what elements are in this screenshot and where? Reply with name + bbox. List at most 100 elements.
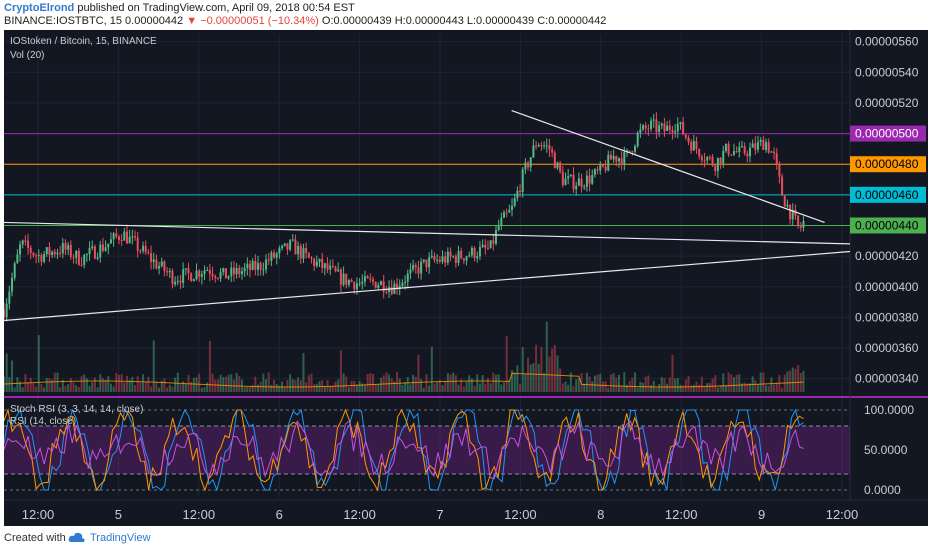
candle-body — [83, 254, 86, 265]
volume-bar — [642, 382, 645, 392]
candle-body — [246, 263, 249, 268]
candle-body — [532, 145, 535, 158]
volume-bar — [396, 372, 399, 392]
down-arrow-icon: ▼ — [186, 15, 198, 27]
oscillator-tick-label: 0.0000 — [864, 483, 901, 497]
candle-body — [650, 120, 653, 130]
chart-svg[interactable]: 0.00000560 0.00000540 0.00000520 0.00000500… — [4, 30, 928, 526]
volume-bar — [109, 383, 112, 392]
candle-body — [163, 261, 166, 272]
candle-body — [612, 155, 615, 160]
tradingview-brand[interactable]: TradingView — [90, 532, 151, 544]
volume-bar — [315, 383, 318, 392]
volume-bar — [380, 377, 383, 392]
volume-bar — [88, 385, 91, 392]
volume-bar — [56, 372, 59, 392]
volume-bar — [323, 386, 326, 392]
volume-bar — [519, 384, 522, 392]
volume-bar — [350, 380, 353, 392]
volume-bar — [436, 382, 439, 392]
candle-body — [307, 252, 310, 258]
candle-body — [428, 257, 431, 268]
volume-bar — [171, 386, 174, 392]
level-price-tag — [850, 156, 926, 173]
volume-bar — [144, 382, 147, 392]
volume-bar — [291, 379, 294, 392]
volume-bar — [43, 387, 46, 392]
candle-body — [339, 269, 342, 285]
candle-body — [109, 239, 112, 244]
volume-bar — [115, 373, 118, 392]
candle-body — [72, 257, 75, 259]
volume-bar — [401, 384, 404, 392]
candle-body — [53, 251, 56, 255]
volume-bar — [321, 379, 324, 392]
candle-body — [462, 258, 465, 261]
candle-body — [537, 145, 540, 147]
candle-body — [374, 281, 377, 289]
volume-bar — [168, 384, 171, 392]
candle-body — [251, 260, 254, 270]
candle-body — [289, 240, 292, 250]
candle-body — [291, 239, 294, 241]
candle-body — [371, 279, 374, 282]
volume-bar — [32, 383, 35, 392]
main-legend: IOStoken / Bitcoin, 15, BINANCE — [10, 36, 157, 47]
candle-body — [468, 255, 471, 257]
volume-bar — [412, 374, 415, 392]
candle-body — [265, 259, 268, 270]
candle-body — [527, 162, 530, 168]
volume-bar — [457, 384, 460, 392]
volume-bar — [527, 357, 530, 392]
volume-bar — [83, 374, 86, 392]
volume-bar — [492, 372, 495, 392]
volume-bar — [727, 372, 730, 392]
candle-body — [211, 273, 214, 277]
volume-bar — [735, 374, 738, 392]
author-name[interactable]: CryptoElrond — [4, 2, 75, 14]
candle-body — [216, 277, 219, 279]
volume-bar — [353, 381, 356, 392]
volume-bar — [235, 372, 238, 392]
candle-body — [617, 158, 620, 162]
volume-bar — [5, 353, 8, 392]
candle-body — [551, 149, 554, 153]
candle-body — [767, 142, 770, 153]
time-tick-label: 12:00 — [22, 507, 55, 522]
volume-bar — [200, 387, 203, 392]
candle-body — [11, 277, 14, 292]
candle-body — [567, 175, 570, 179]
chart-area[interactable]: 0.00000560 0.00000540 0.00000520 0.00000500… — [4, 30, 928, 526]
volume-bar — [158, 387, 161, 392]
candle-body — [516, 190, 519, 199]
volume-bar — [152, 340, 155, 392]
candle-body — [112, 233, 115, 240]
candle-body — [738, 146, 741, 153]
volume-bar — [500, 384, 503, 392]
volume-bar — [192, 377, 195, 392]
volume-bar — [607, 387, 610, 392]
candle-body — [257, 263, 260, 270]
price-tick-label: 0.00000520 — [855, 96, 919, 110]
volume-bar — [601, 381, 604, 392]
volume-bar — [540, 346, 543, 392]
volume-bar — [612, 373, 615, 392]
volume-bar — [139, 382, 142, 392]
volume-bar — [150, 386, 153, 392]
volume-bar — [781, 387, 784, 392]
price-tick-label: 0.00000560 — [855, 35, 919, 49]
volume-bar — [535, 344, 538, 392]
volume-bar — [609, 374, 612, 392]
volume-bar — [789, 370, 792, 392]
candle-body — [513, 198, 516, 206]
volume-bar — [61, 379, 64, 392]
candle-body — [184, 268, 187, 270]
volume-bar — [117, 374, 120, 392]
volume-bar — [422, 387, 425, 392]
volume-bar — [476, 374, 479, 392]
candle-body — [134, 236, 137, 238]
trend-line — [4, 221, 851, 245]
published-text: published on TradingView.com, April 09, … — [77, 2, 355, 14]
volume-bar — [762, 372, 765, 392]
volume-bar — [564, 381, 567, 392]
